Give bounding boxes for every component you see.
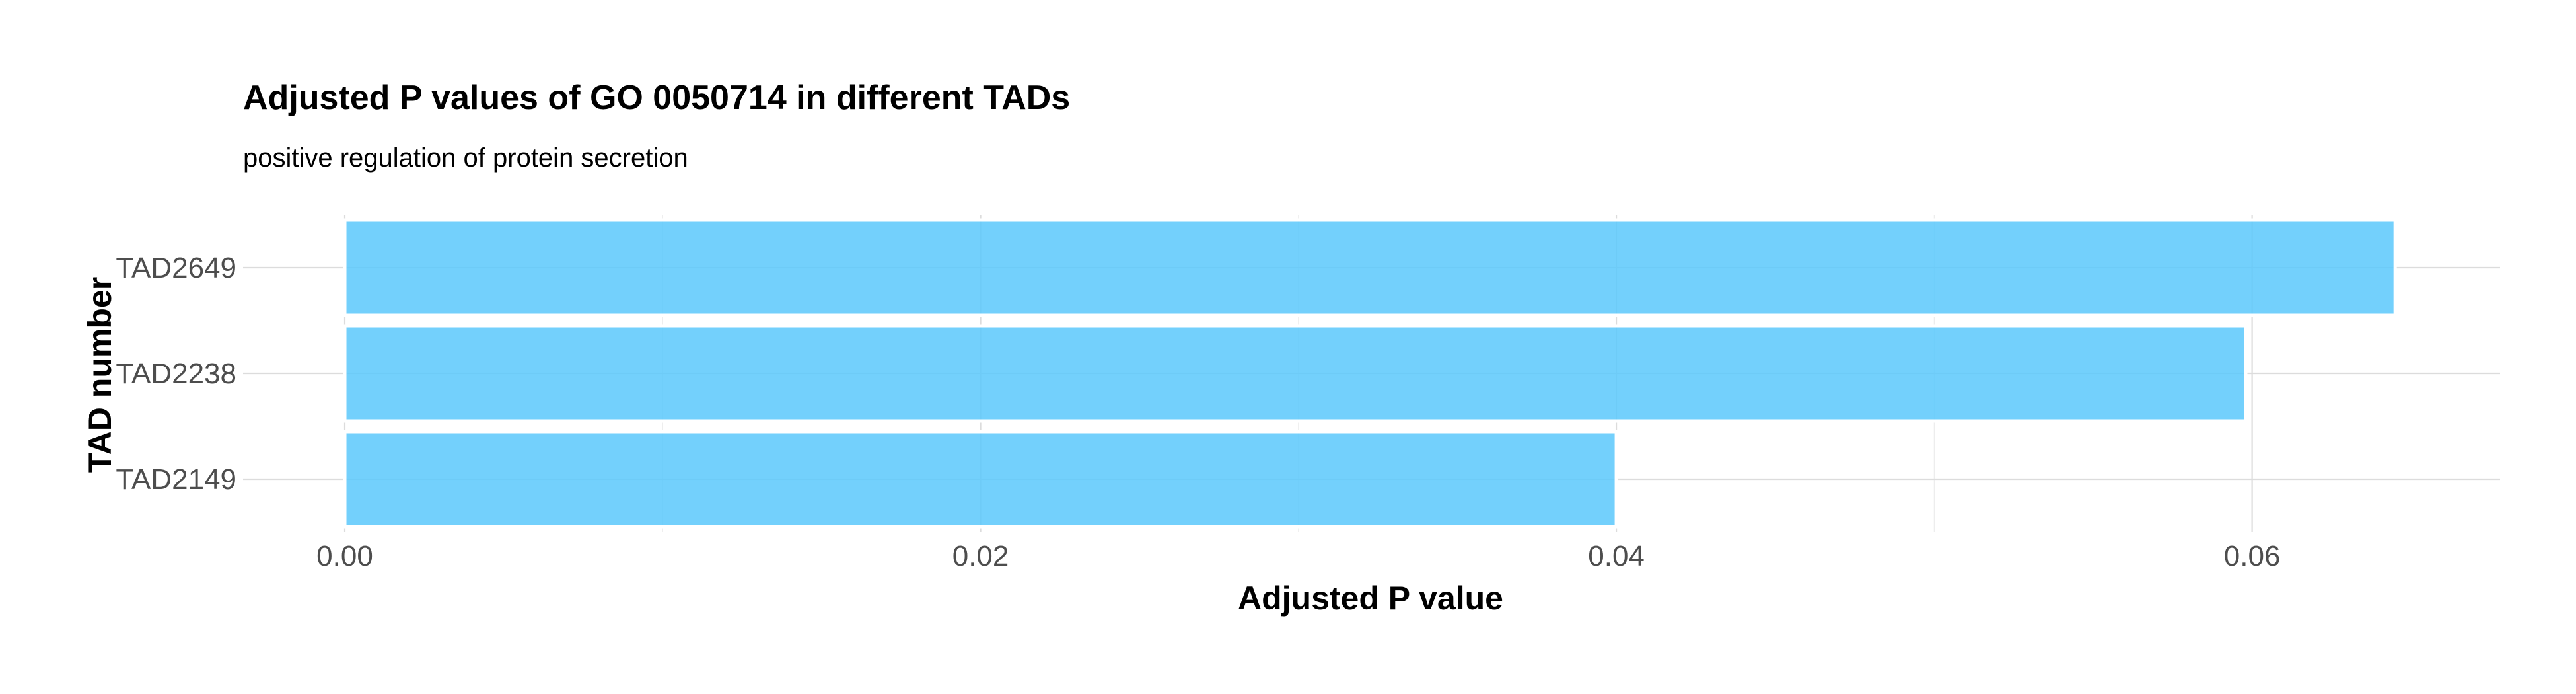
x-tick-label-1: 0.02 [952,540,1009,572]
x-tick-label-2: 0.04 [1588,540,1645,572]
bar-tad2649 [343,218,2397,317]
y-axis-title: TAD number [81,277,118,473]
bar-tad2238 [343,324,2248,423]
y-tick-label-tad2149: TAD2149 [116,463,236,496]
x-tick-label-3: 0.06 [2224,540,2281,572]
chart-title: Adjusted P values of GO 0050714 in diffe… [243,79,1070,117]
bars-group [343,218,2397,529]
x-axis-title: Adjusted P value [1238,580,1503,617]
y-tick-label-tad2238: TAD2238 [116,358,236,390]
chart-subtitle: positive regulation of protein secretion [243,143,688,173]
bar-tad2149 [343,430,1618,529]
x-tick-labels: 0.00 0.02 0.04 0.06 [316,540,2280,572]
y-tick-labels: TAD2649 TAD2238 TAD2149 [116,252,236,496]
y-tick-label-tad2649: TAD2649 [116,252,236,284]
x-tick-label-0: 0.00 [316,540,373,572]
